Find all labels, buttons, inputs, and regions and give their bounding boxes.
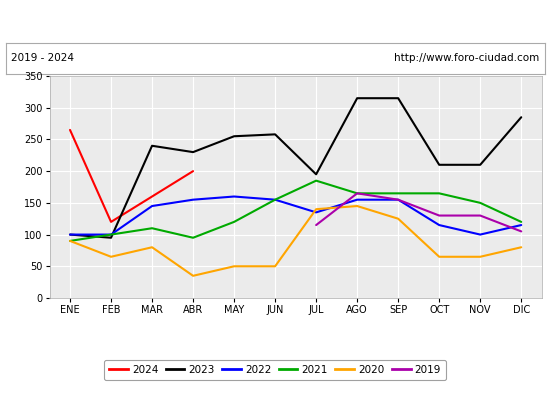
Text: Evolucion Nº Turistas Extranjeros en el municipio de Santa Olalla: Evolucion Nº Turistas Extranjeros en el … bbox=[72, 14, 478, 28]
Legend: 2024, 2023, 2022, 2021, 2020, 2019: 2024, 2023, 2022, 2021, 2020, 2019 bbox=[104, 360, 446, 380]
Text: 2019 - 2024: 2019 - 2024 bbox=[11, 53, 74, 63]
Text: http://www.foro-ciudad.com: http://www.foro-ciudad.com bbox=[394, 53, 539, 63]
